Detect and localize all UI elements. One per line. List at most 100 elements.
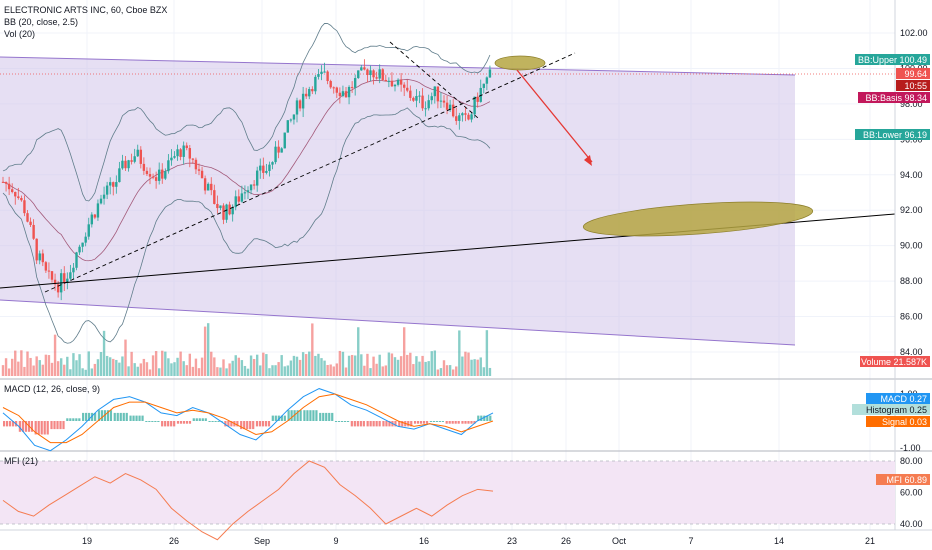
time-tick-label: 7 xyxy=(688,536,693,546)
volume-legend[interactable]: Vol (20) xyxy=(4,29,36,39)
tag-bb-upper: BB:Upper 100.49 xyxy=(855,54,930,65)
volume-bar xyxy=(99,352,103,376)
volume-bar xyxy=(96,359,100,376)
candle-body xyxy=(32,224,35,239)
candle-body xyxy=(240,193,244,202)
volume-bar xyxy=(176,357,179,376)
price-axis[interactable]: 84.0086.0088.0090.0092.0094.0096.0098.00… xyxy=(900,28,928,529)
candle-body xyxy=(179,149,182,157)
macd-histogram-bar xyxy=(296,410,299,421)
uptrend-dashed-line[interactable] xyxy=(44,52,576,293)
wedge-dashed-line[interactable] xyxy=(389,41,479,119)
macd-histogram-bar xyxy=(53,421,56,430)
target-ellipse-bottom[interactable] xyxy=(582,196,814,242)
svg-text:BB:Lower 96.19: BB:Lower 96.19 xyxy=(863,130,927,140)
candle-body xyxy=(415,96,418,101)
macd-histogram-bar xyxy=(75,418,78,421)
volume-bar xyxy=(173,362,176,376)
candle-body xyxy=(485,77,489,84)
candle-body xyxy=(271,162,274,165)
macd-histogram-bar xyxy=(151,421,154,422)
volume-bar xyxy=(222,359,225,376)
macd-histogram-bar xyxy=(369,421,372,427)
candle-body xyxy=(295,100,299,115)
volume-bar xyxy=(203,326,207,376)
volume-bar xyxy=(127,366,130,376)
candle-body xyxy=(304,93,308,97)
volume-bar xyxy=(430,351,433,376)
candle-body xyxy=(268,164,271,171)
volume-bar xyxy=(283,366,286,376)
macd-histogram-bar xyxy=(258,421,262,427)
volume-bar xyxy=(265,354,268,376)
tag-macd: MACD 0.27 xyxy=(866,393,930,404)
mfi-legend[interactable]: MFI (21) xyxy=(4,456,39,466)
macd-histogram-bar xyxy=(359,421,362,427)
channel-upper-line[interactable] xyxy=(0,56,796,76)
volume-bar xyxy=(442,360,446,376)
mfi-tick-label: 40.00 xyxy=(900,519,923,529)
macd-histogram-bar xyxy=(132,415,135,421)
candle-body xyxy=(81,242,84,247)
volume-bar xyxy=(234,355,237,376)
tag-volume: Volume 21.587K xyxy=(860,356,930,367)
macd-histogram-bar xyxy=(236,421,239,427)
down-arrow[interactable] xyxy=(516,69,593,166)
macd-histogram-bar xyxy=(372,421,375,427)
volume-bar xyxy=(473,359,476,376)
candle-body xyxy=(105,185,109,195)
macd-histogram-bar xyxy=(198,418,201,421)
macd-histogram-bar xyxy=(116,412,119,421)
candle-body xyxy=(44,262,48,271)
volume-bar xyxy=(292,355,296,376)
volume-bar xyxy=(191,366,195,376)
symbol-legend[interactable]: ELECTRONIC ARTS INC, 60, Cboe BZX xyxy=(4,5,168,15)
macd-histogram-bar xyxy=(9,421,12,427)
volume-bar xyxy=(105,355,109,376)
volume-bar xyxy=(445,365,449,376)
channel-lower-line[interactable] xyxy=(0,299,796,346)
descending-channel[interactable] xyxy=(0,56,796,346)
candle-body xyxy=(136,149,139,157)
volume-bar xyxy=(262,352,265,376)
macd-histogram-bar xyxy=(388,421,391,427)
candle-body xyxy=(262,165,265,173)
macd-histogram-bar xyxy=(66,418,69,421)
candle-body xyxy=(381,69,384,80)
candle-body xyxy=(311,89,314,92)
macd-histogram-bar xyxy=(375,421,378,427)
macd-histogram-bar xyxy=(470,421,473,424)
candle-body xyxy=(90,214,94,225)
volume-bar xyxy=(66,356,69,376)
volume-bar xyxy=(409,352,412,376)
bb-legend[interactable]: BB (20, close, 2.5) xyxy=(4,17,79,27)
volume-bar xyxy=(464,351,467,376)
volume-bar xyxy=(63,364,66,376)
svg-text:MACD 0.27: MACD 0.27 xyxy=(880,394,927,404)
macd-histogram-bar xyxy=(217,421,220,422)
macd-histogram-bar xyxy=(85,412,88,421)
volume-bar xyxy=(271,365,274,376)
macd-histogram-bar xyxy=(88,412,91,421)
macd-histogram-bar xyxy=(148,421,151,422)
macd-legend[interactable]: MACD (12, 26, close, 9) xyxy=(4,384,101,394)
candle-body xyxy=(473,96,476,115)
svg-text:99.64: 99.64 xyxy=(904,69,927,79)
candle-body xyxy=(384,79,388,82)
macd-histogram-bar xyxy=(91,412,94,421)
volume-bar xyxy=(182,361,185,376)
signal-line xyxy=(2,393,494,444)
candle-body xyxy=(203,178,207,191)
volume-bar xyxy=(433,350,437,376)
time-axis[interactable]: 19 26 Sep 9 16 23 26 Oct 7 14 21 xyxy=(82,536,875,546)
candle-body xyxy=(210,183,213,191)
volume-bar xyxy=(145,362,149,376)
candle-body xyxy=(151,176,155,178)
candle-body xyxy=(393,84,397,87)
candle-body xyxy=(173,156,176,158)
target-ellipse-top[interactable] xyxy=(494,55,546,71)
volume-bar xyxy=(14,350,17,376)
candle-body xyxy=(470,114,473,120)
candle-body xyxy=(390,80,394,87)
candle-body xyxy=(344,91,348,98)
